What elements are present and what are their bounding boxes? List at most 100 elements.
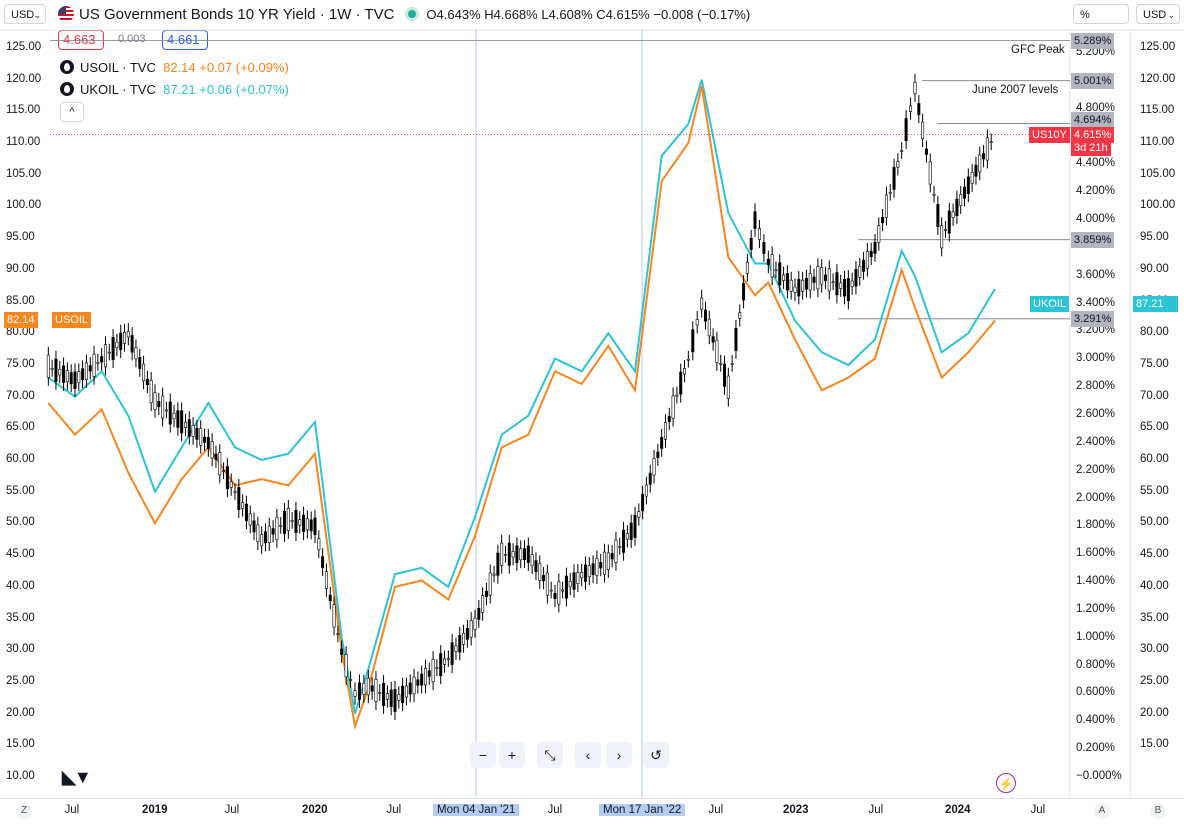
zoom-in-button[interactable]: + [499,742,525,768]
yield-candle-body [248,513,252,526]
corner-button-b[interactable]: B [1150,803,1166,819]
percent-axis-tick: 2.800% [1076,380,1116,393]
yield-candle-body [888,191,892,194]
yield-candle-body [260,534,264,547]
yield-candle-body [161,395,165,419]
percent-axis-tick: 3.600% [1076,268,1116,281]
percent-scale-select[interactable]: % [1073,4,1129,24]
zoom-out-button[interactable]: − [470,742,496,768]
scroll-left-button[interactable]: ‹ [575,742,601,768]
yield-candle-body [924,148,928,155]
yield-candle-body [774,269,778,272]
yield-candle-body [804,277,808,290]
reset-scale-button[interactable]: ⤡ [537,742,563,768]
usoil-value-tag: 82.14 [4,312,38,328]
yield-candle-body [572,572,576,590]
percent-axis-tick: 2.600% [1076,408,1116,420]
yield-candle-body [404,685,408,698]
right-axis-tick: 105.00 [1140,167,1176,180]
left-currency-select[interactable]: USD ⌄ [4,4,46,24]
us10y-value-tag: 4.615% [1071,127,1115,143]
yield-candle-body [553,592,557,600]
yield-candle-body [244,503,248,522]
yield-candle-body [707,318,711,337]
percent-axis-tick: 1.200% [1076,602,1116,615]
yield-candle-body [427,670,431,677]
right-currency-select[interactable]: USD ⌄ [1136,4,1180,24]
lightning-icon[interactable]: ⚡ [996,773,1016,793]
collapse-legend-button[interactable]: ^ [60,102,84,122]
yield-candle-body [943,229,947,231]
yield-candle-body [214,453,218,460]
left-axis-tick: 50.00 [6,516,35,529]
reset-chart-button[interactable]: ↺ [643,742,669,768]
yield-candle-body [324,571,328,589]
buy-price-button[interactable]: 4.661 [162,30,208,50]
level-tag-3859: 3.859% [1071,232,1115,248]
market-status-icon [408,10,417,18]
ukoil-name-tag: UKOIL [1030,296,1070,312]
percent-scale-label: % [1080,9,1090,21]
percent-axis-tick: 4.400% [1076,157,1116,170]
yield-candle-body [206,436,210,449]
yield-candle-body [283,510,287,534]
time-axis-tick: Jul [547,804,563,816]
corner-button-z[interactable]: Z [16,803,32,819]
yield-candle-body [279,525,283,527]
yield-candle-body [328,594,332,602]
sell-price-button[interactable]: 4.663 [58,30,104,50]
yield-candle-body [389,689,393,708]
yield-candle-body [275,516,279,540]
yield-candle-body [500,542,504,566]
yield-candle-body [370,685,374,692]
yield-candle-body [881,216,885,224]
level-tag-4694: 4.694% [1071,112,1115,128]
left-axis-tick: 25.00 [6,674,35,687]
corner-button-a[interactable]: A [1094,803,1110,819]
left-axis-tick: 85.00 [6,294,35,307]
yield-candle-body [172,412,176,420]
legend-ukoil[interactable]: UKOIL · TVC 87.21 +0.06 (+0.07%) [60,80,289,98]
percent-axis-tick: 0.600% [1076,686,1116,699]
right-axis-tick: 80.00 [1140,326,1169,339]
right-axis-tick: 55.00 [1140,484,1169,497]
yield-candle-body [222,470,226,472]
symbol-title[interactable]: US Government Bonds 10 YR Yield · 1W · T… [79,5,395,23]
yield-candle-body [488,572,492,596]
yield-candle-body [385,693,389,700]
time-axis-bar [0,798,1184,825]
yield-candle-body [797,279,801,297]
scroll-right-button[interactable]: › [606,742,632,768]
yield-candle-body [820,267,824,285]
yield-candle-body [542,575,546,582]
spread-value: 0.003 [118,33,146,45]
yield-candle-body [921,121,925,140]
left-axis-tick: 95.00 [6,231,35,244]
right-axis-tick: 100.00 [1140,199,1176,212]
yield-candle-body [290,520,294,522]
percent-axis-tick: −0.000% [1076,770,1122,782]
right-axis-tick: 115.00 [1140,104,1175,117]
yield-candle-body [142,363,146,382]
level-tag-3291: 3.291% [1071,311,1115,327]
yield-candle-body [618,545,622,548]
legend-usoil[interactable]: USOIL · TVC 82.14 +0.07 (+0.09%) [60,58,289,76]
time-axis-tick: 2023 [783,804,809,816]
right-axis-tick: 30.00 [1140,643,1169,656]
left-currency-label: USD [11,9,35,21]
yield-candle-body [839,282,843,289]
time-axis-tick: 2020 [302,804,328,816]
right-axis-tick: 45.00 [1140,548,1169,561]
time-axis-tick: Jul [64,804,80,816]
yield-candle-body [218,452,222,476]
yield-candle-body [496,552,500,576]
left-axis-tick: 80.00 [6,326,35,339]
yield-candle-body [545,572,549,596]
left-axis-tick: 30.00 [6,643,35,656]
yield-candle-body [932,193,936,196]
yield-candle-body [675,394,679,397]
percent-axis-tick: 5.200% [1076,46,1116,58]
left-axis-tick: 55.00 [6,484,35,497]
time-axis-tick: Jul [708,804,724,816]
